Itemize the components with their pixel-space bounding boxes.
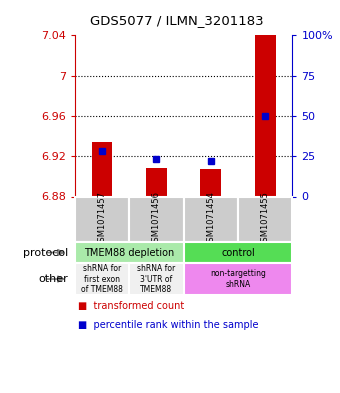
Bar <box>129 263 184 295</box>
Text: GSM1071457: GSM1071457 <box>98 191 106 247</box>
Text: GSM1071455: GSM1071455 <box>261 191 270 247</box>
Bar <box>184 263 292 295</box>
Text: shRNA for
3'UTR of
TMEM88: shRNA for 3'UTR of TMEM88 <box>137 264 175 294</box>
Text: TMEM88 depletion: TMEM88 depletion <box>84 248 174 257</box>
Text: GDS5077 / ILMN_3201183: GDS5077 / ILMN_3201183 <box>90 14 264 27</box>
Bar <box>75 242 184 263</box>
Bar <box>129 196 184 242</box>
Text: ■  transformed count: ■ transformed count <box>78 301 184 310</box>
Bar <box>184 242 292 263</box>
Bar <box>255 35 275 197</box>
Text: non-targetting
shRNA: non-targetting shRNA <box>210 269 266 289</box>
Bar <box>238 196 292 242</box>
Text: GSM1071454: GSM1071454 <box>206 191 215 247</box>
Text: control: control <box>221 248 255 257</box>
Text: GSM1071456: GSM1071456 <box>152 191 161 247</box>
Text: shRNA for
first exon
of TMEM88: shRNA for first exon of TMEM88 <box>81 264 123 294</box>
Text: other: other <box>38 274 68 284</box>
Bar <box>184 196 238 242</box>
Bar <box>146 168 167 196</box>
Bar <box>92 142 112 196</box>
Text: protocol: protocol <box>23 248 68 257</box>
Bar <box>75 196 129 242</box>
Bar <box>201 169 221 196</box>
Text: ■  percentile rank within the sample: ■ percentile rank within the sample <box>78 320 259 329</box>
Bar <box>75 263 129 295</box>
